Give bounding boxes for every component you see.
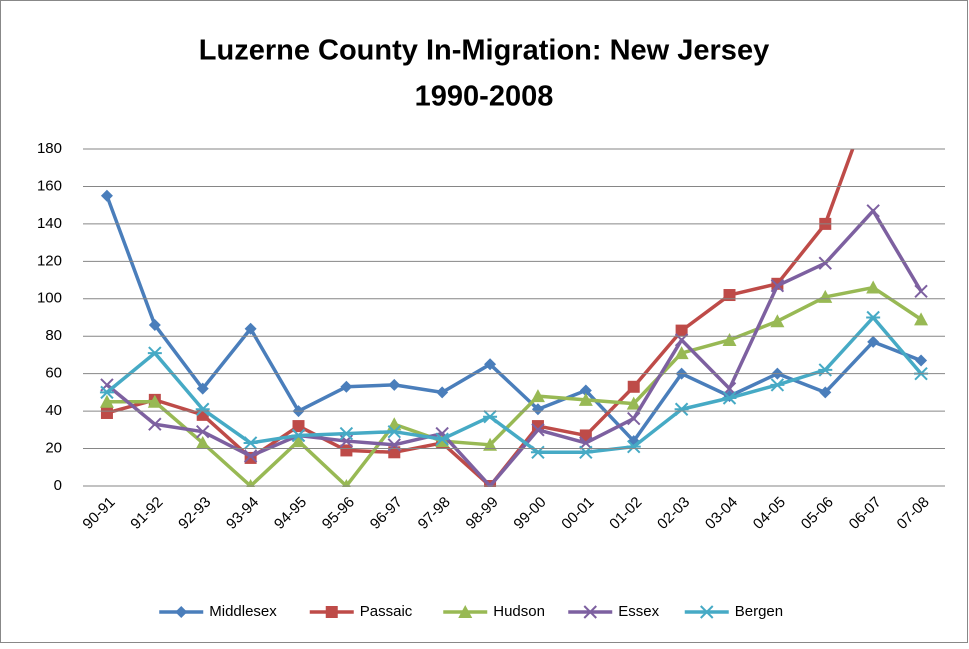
series-line (105, 315, 923, 455)
marker (195, 435, 210, 449)
marker (99, 385, 114, 400)
marker (196, 424, 210, 439)
marker (819, 386, 832, 399)
legend-label: Bergen (735, 603, 783, 620)
marker (627, 411, 641, 426)
marker (626, 396, 641, 410)
marker (866, 310, 881, 325)
plot-area (99, 149, 929, 487)
marker (340, 444, 353, 457)
marker (387, 424, 402, 439)
marker (867, 335, 880, 348)
marker (770, 314, 785, 328)
marker (244, 322, 257, 335)
marker (147, 394, 162, 408)
marker (99, 394, 114, 408)
legend-label: Essex (618, 603, 659, 620)
marker (196, 382, 209, 395)
marker (246, 479, 255, 487)
marker (866, 204, 880, 218)
marker (674, 346, 689, 360)
marker (627, 380, 640, 393)
marker (915, 354, 928, 367)
marker (388, 378, 401, 391)
marker (291, 428, 306, 443)
y-tick-label: 80 (45, 327, 62, 344)
marker (770, 278, 785, 293)
marker (722, 332, 737, 346)
marker (531, 403, 544, 416)
marker (325, 606, 338, 618)
series-line (105, 195, 922, 443)
marker (243, 436, 258, 450)
marker (175, 606, 188, 618)
marker (458, 605, 473, 618)
marker (914, 312, 929, 326)
marker (699, 605, 714, 619)
marker (583, 605, 597, 619)
marker (100, 189, 113, 202)
chart-subtitle: 1990-2008 (415, 81, 554, 113)
marker (147, 346, 162, 360)
marker (578, 392, 593, 406)
y-tick-label: 40 (45, 402, 62, 419)
y-tick-label: 180 (37, 140, 62, 157)
marker (579, 429, 592, 442)
marker (339, 426, 354, 441)
marker (579, 384, 592, 397)
marker (770, 378, 785, 392)
marker (342, 479, 351, 487)
marker (435, 432, 450, 446)
marker (292, 420, 305, 433)
y-tick-label: 160 (37, 177, 62, 194)
marker (818, 256, 832, 270)
y-tick-label: 0 (54, 477, 62, 494)
marker (340, 380, 353, 393)
marker (530, 389, 545, 403)
marker (674, 402, 689, 416)
marker (484, 358, 497, 371)
legend-label: Hudson (493, 603, 545, 620)
marker (723, 289, 736, 302)
marker (675, 324, 688, 337)
y-tick-label: 140 (37, 215, 62, 232)
marker (388, 446, 401, 459)
marker (148, 417, 162, 431)
y-tick-label: 100 (37, 290, 62, 307)
marker (195, 402, 210, 416)
y-tick-label: 60 (45, 365, 62, 382)
marker (291, 434, 306, 448)
marker (436, 386, 449, 399)
legend-label: Middlesex (209, 603, 277, 620)
marker (483, 410, 498, 424)
marker (866, 280, 881, 294)
marker (818, 289, 833, 303)
y-tick-label: 20 (45, 440, 62, 457)
series-line (106, 285, 923, 487)
marker (914, 284, 928, 298)
marker (100, 406, 113, 419)
marker (148, 318, 161, 331)
marker (531, 423, 545, 437)
legend-label: Passaic (360, 603, 413, 620)
marker (626, 439, 641, 454)
chart-title: Luzerne County In-Migration: New Jersey (199, 35, 769, 67)
y-tick-label: 120 (37, 252, 62, 269)
series-line (105, 209, 923, 487)
marker (243, 449, 258, 463)
marker (722, 391, 737, 405)
marker (483, 437, 498, 451)
